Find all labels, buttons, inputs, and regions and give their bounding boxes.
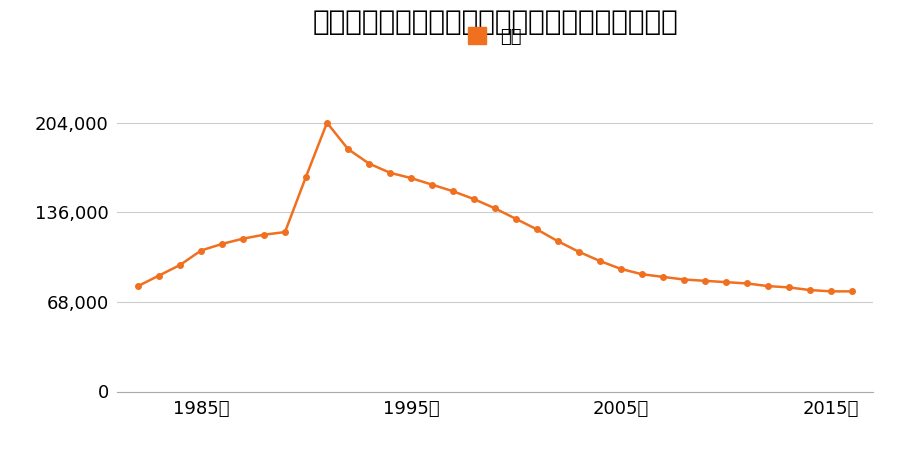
Title: 埼玉県上尾市緑丘２丁目１７３番１４の地価推移: 埼玉県上尾市緑丘２丁目１７３番１４の地価推移	[312, 8, 678, 36]
Legend: 価格: 価格	[461, 20, 529, 53]
